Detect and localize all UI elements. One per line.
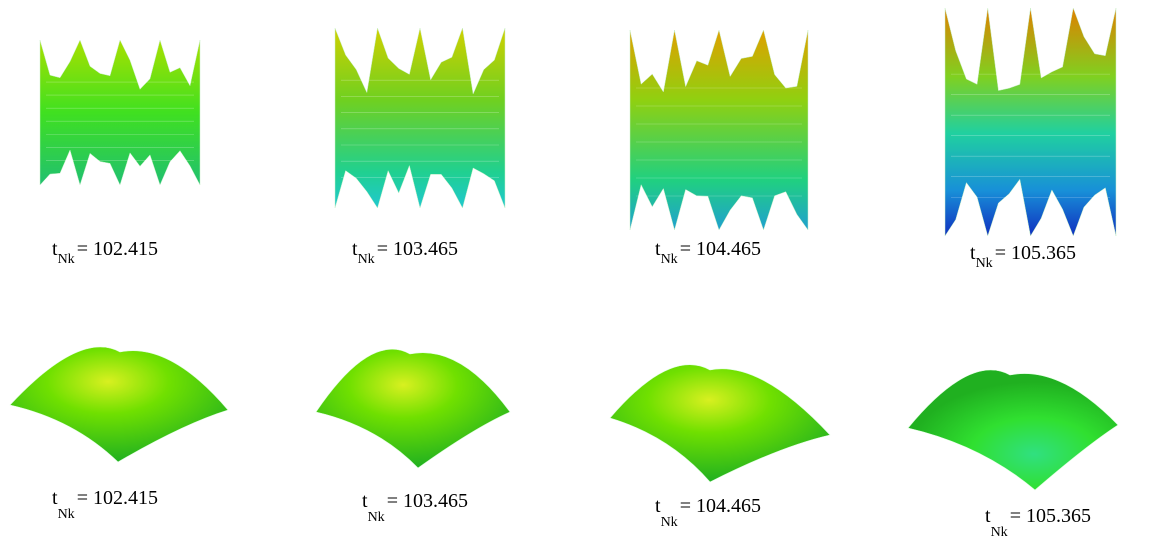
label-text: t bbox=[655, 238, 661, 260]
label-text: = 102.415 bbox=[77, 238, 158, 260]
panel-label: tNk= 102.415 bbox=[52, 487, 158, 510]
label-text: t bbox=[655, 495, 661, 517]
label-subscript: Nk bbox=[358, 252, 375, 267]
panel-label: tNk= 105.365 bbox=[985, 505, 1091, 528]
surface bbox=[630, 30, 808, 230]
label-subscript: Nk bbox=[991, 525, 1008, 540]
label-subscript: Nk bbox=[368, 510, 385, 525]
label-text: t bbox=[970, 242, 976, 264]
panel-label: tNk= 104.465 bbox=[655, 495, 761, 518]
panel-label: tNk= 102.415 bbox=[52, 238, 158, 261]
label-subscript: Nk bbox=[58, 252, 75, 267]
panel-label: tNk= 103.465 bbox=[362, 490, 468, 513]
label-text: t bbox=[352, 238, 358, 260]
label-subscript: Nk bbox=[661, 252, 678, 267]
label-text: t bbox=[985, 505, 991, 527]
surface bbox=[908, 370, 1118, 490]
label-text: t bbox=[52, 487, 58, 509]
label-subscript: Nk bbox=[976, 256, 993, 271]
label-text: t bbox=[362, 490, 368, 512]
label-text: t bbox=[52, 238, 58, 260]
label-text: = 102.415 bbox=[77, 487, 158, 509]
label-text: = 103.465 bbox=[377, 238, 458, 260]
label-text: = 105.365 bbox=[995, 242, 1076, 264]
surface bbox=[610, 365, 830, 482]
panel-label: tNk= 103.465 bbox=[352, 238, 458, 261]
panel-label: tNk= 105.365 bbox=[970, 242, 1076, 265]
label-text: = 105.365 bbox=[1010, 505, 1091, 527]
label-text: = 103.465 bbox=[387, 490, 468, 512]
label-text: = 104.465 bbox=[680, 495, 761, 517]
label-subscript: Nk bbox=[58, 507, 75, 522]
label-subscript: Nk bbox=[661, 515, 678, 530]
figure: tNk= 102.415tNk= 103.465tNk= 104.465tNk=… bbox=[0, 0, 1153, 540]
surface bbox=[945, 8, 1116, 236]
surface bbox=[40, 40, 200, 185]
surface bbox=[10, 347, 228, 462]
label-text: = 104.465 bbox=[680, 238, 761, 260]
surface bbox=[335, 28, 505, 208]
panel-label: tNk= 104.465 bbox=[655, 238, 761, 261]
surface bbox=[316, 349, 510, 468]
